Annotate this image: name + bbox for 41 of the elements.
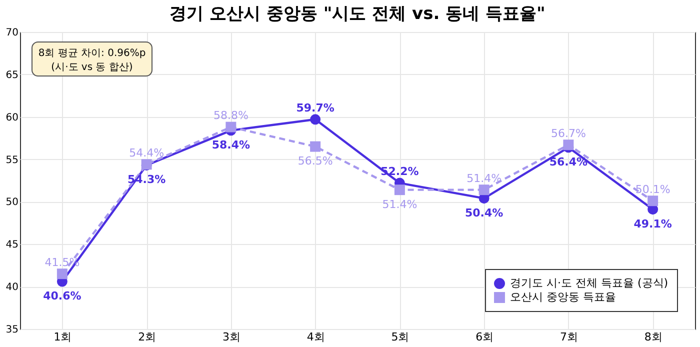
x-tick-label: 5회 <box>391 330 410 344</box>
data-label: 51.4% <box>466 172 502 185</box>
y-tick-label: 65 <box>6 70 18 81</box>
data-label: 58.8% <box>213 109 248 122</box>
data-label: 51.4% <box>382 198 418 211</box>
x-tick-label: 6회 <box>476 330 494 344</box>
point <box>648 196 658 206</box>
data-label: 56.7% <box>550 126 586 140</box>
y-tick-label: 35 <box>6 324 18 336</box>
chart-title: 경기 오산시 중앙동 "시도 전체 vs. 동네 득표율" <box>170 4 546 24</box>
point <box>226 122 236 132</box>
point <box>56 268 68 280</box>
y-tick-label: 45 <box>6 240 18 251</box>
point <box>394 184 405 196</box>
point <box>310 141 321 152</box>
x-tick-label: 2회 <box>138 330 156 344</box>
x-tick-label: 8회 <box>644 330 662 344</box>
data-label: 50.4% <box>464 206 504 220</box>
y-tick-label: 50 <box>6 197 18 208</box>
x-tick-label: 3회 <box>222 330 240 344</box>
legend-label: 경기도 시·도 전체 득표율 (공식) <box>510 276 668 290</box>
data-label: 59.7% <box>296 101 334 114</box>
data-label: 40.6% <box>43 289 82 302</box>
data-label: 54.4% <box>129 146 164 160</box>
data-label: 58.4% <box>212 138 250 152</box>
point <box>310 114 321 125</box>
x-tick-label: 7회 <box>560 330 578 344</box>
data-label: 50.1% <box>635 182 670 196</box>
x-tick-label: 4회 <box>306 330 325 344</box>
point <box>563 140 574 150</box>
data-label: 56.5% <box>298 154 333 168</box>
y-tick-label: 55 <box>6 154 18 166</box>
y-tick-label: 70 <box>6 28 18 38</box>
y-tick-label: 40 <box>6 282 18 294</box>
y-tick-label: 60 <box>6 112 18 124</box>
annotation: 8회 평균 차이: 0.96%p (시·도 vs 동 합산) <box>38 48 146 73</box>
data-label: 49.1% <box>634 217 672 230</box>
point <box>478 184 490 196</box>
legend-label: 오산시 중앙동 득표율 <box>510 290 616 304</box>
x-tick-label: 1회 <box>54 330 72 344</box>
data-label: 56.4% <box>549 155 588 168</box>
